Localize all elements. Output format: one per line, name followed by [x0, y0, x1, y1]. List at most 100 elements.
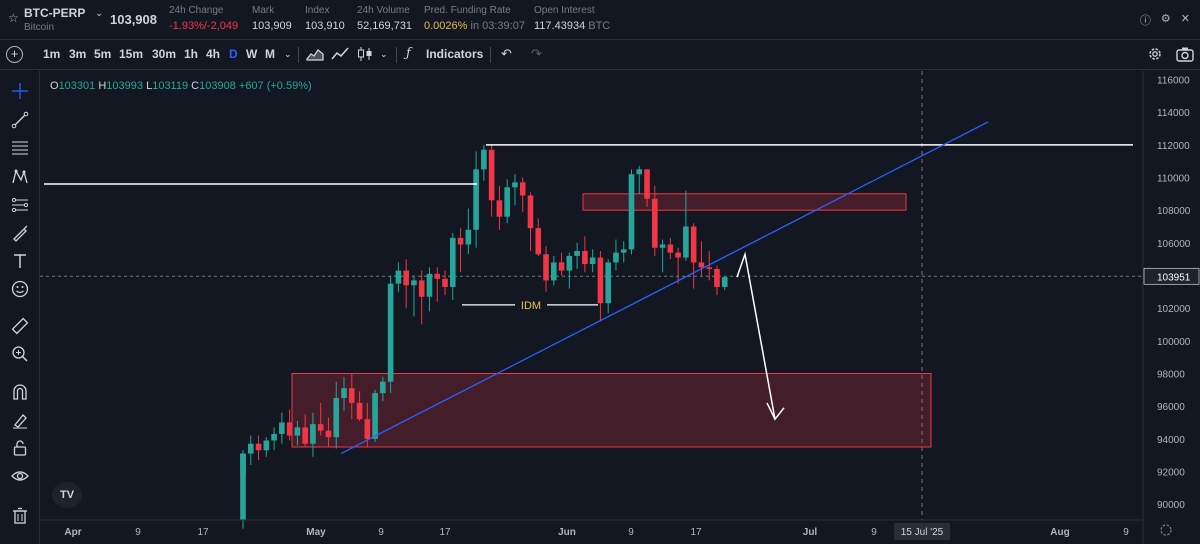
forecast-tool-icon[interactable]	[10, 195, 30, 215]
timeframe-1m-month[interactable]: M	[265, 47, 275, 61]
time-axis[interactable]: Apr 9 17 May 9 17 Jun 9 17 Jul 9 15 Jul '25 Aug 9	[40, 519, 1172, 540]
chevron-down-icon[interactable]: ⌄	[284, 49, 292, 59]
hide-drawings-eye-icon[interactable]	[10, 466, 30, 486]
close-icon[interactable]: ✕	[1180, 13, 1190, 25]
redo-icon[interactable]: ↷	[531, 46, 542, 61]
plot-background	[40, 71, 1143, 520]
timeframe-5m[interactable]: 5m	[94, 47, 112, 61]
current-price-badge	[1143, 267, 1200, 285]
lock-icon[interactable]	[10, 438, 30, 458]
candle-up	[721, 277, 728, 287]
demand-zone-rectangle[interactable]	[291, 372, 932, 448]
settings-icon[interactable]: ⚙	[1160, 13, 1171, 25]
brush-icon[interactable]	[10, 223, 30, 243]
candle-down	[652, 198, 658, 248]
emoji-icon[interactable]	[10, 279, 30, 299]
time-tick-label: 17	[690, 527, 702, 538]
candle-down	[442, 278, 448, 287]
candle-up	[574, 250, 580, 256]
chart-toolbar: + 1m 3m 5m 15m 30m 1h 4h D W M ⌄ ⌄ ƒ Ind…	[0, 40, 1200, 70]
candle-up	[659, 244, 666, 248]
price-tick-label: 90000	[1157, 500, 1185, 511]
chart-drawings[interactable]: IDM	[44, 121, 1133, 455]
candle-up	[683, 226, 689, 258]
candle-up	[310, 424, 316, 444]
price-tick-label: 114000	[1157, 108, 1190, 119]
timeframe-30m[interactable]: 30m	[152, 47, 177, 61]
time-tick-label: 17	[197, 527, 209, 538]
candle-up	[279, 422, 285, 434]
open-value: 103301	[58, 80, 96, 92]
timeframe-3m[interactable]: 3m	[69, 47, 87, 61]
projection-path[interactable]	[736, 251, 776, 420]
fib-retracement-icon[interactable]	[10, 138, 30, 158]
candle-down	[418, 280, 425, 297]
symbol-selector[interactable]: BTC-PERP ⌄ Bitcoin	[24, 6, 103, 33]
crosshair-icon[interactable]	[10, 81, 30, 101]
candle-up	[551, 262, 557, 281]
candle-up	[613, 252, 619, 263]
info-icon[interactable]: ⓘ	[1139, 15, 1151, 27]
timeframe-15m[interactable]: 15m	[119, 47, 144, 61]
candlestick-chart-type-icon[interactable]	[356, 46, 374, 65]
line-chart-type-icon[interactable]	[331, 46, 349, 65]
stay-in-drawing-mode-icon[interactable]	[10, 410, 30, 430]
candle-down	[364, 419, 371, 439]
stat-label: Index	[305, 5, 330, 16]
timeframe-1w[interactable]: W	[246, 47, 258, 61]
candle-up	[240, 453, 246, 520]
screenshot-camera-icon[interactable]	[1176, 46, 1194, 65]
indicators-button[interactable]: Indicators	[426, 47, 484, 61]
text-tool-icon[interactable]	[10, 251, 30, 271]
close-value: 103908	[199, 80, 236, 92]
stat-value: 103,909	[252, 20, 292, 32]
candle-down	[558, 262, 565, 271]
candle-up	[481, 149, 487, 170]
stat-value: 0.0026%	[424, 20, 468, 32]
trend-line-icon[interactable]	[10, 110, 30, 130]
trash-icon[interactable]	[10, 506, 30, 526]
stat-index: Index 103,910	[305, 5, 345, 32]
axis-settings-icon[interactable]	[1160, 524, 1172, 536]
candlestick-series	[240, 144, 728, 529]
timeframe-1d[interactable]: D	[229, 47, 238, 61]
candle-up	[294, 427, 301, 436]
candle-down	[698, 262, 705, 268]
timeframe-1m[interactable]: 1m	[43, 47, 61, 61]
tradingview-logo[interactable]: TV	[52, 482, 82, 508]
projection-arrowhead[interactable]	[766, 402, 785, 421]
favorite-star-icon[interactable]: ☆	[8, 11, 19, 25]
ruler-measure-icon[interactable]	[10, 316, 30, 336]
zoom-in-icon[interactable]	[10, 344, 30, 364]
price-tick-label: 92000	[1157, 467, 1185, 478]
drawing-toolbar	[0, 71, 40, 544]
timeframe-1h[interactable]: 1h	[184, 47, 199, 61]
ascending-trend-line[interactable]	[340, 121, 989, 455]
magnet-icon[interactable]	[10, 382, 30, 402]
area-chart-type-icon[interactable]	[306, 46, 324, 65]
time-tick-label: Jul	[803, 527, 818, 538]
time-tick-label: Apr	[64, 527, 81, 538]
candle-down	[356, 402, 363, 420]
chevron-down-icon[interactable]: ⌄	[380, 49, 388, 59]
undo-icon[interactable]: ↶	[501, 46, 512, 61]
pattern-tool-icon[interactable]	[10, 167, 30, 187]
time-tick-label: 9	[628, 527, 634, 538]
price-tick-label: 106000	[1157, 239, 1191, 250]
add-symbol-button[interactable]: +	[6, 46, 23, 63]
stat-open-interest: Open Interest 117.43934 BTC	[534, 5, 610, 32]
price-axis[interactable]: 1160001140001120001100001080001060001040…	[1142, 71, 1200, 544]
open-label: O	[50, 80, 59, 92]
candle-down	[543, 254, 549, 281]
time-tick-label: 9	[1123, 527, 1129, 538]
candle-down	[348, 388, 355, 403]
time-tick-label: 17	[439, 527, 451, 538]
timeframe-4h[interactable]: 4h	[206, 47, 221, 61]
indicators-fx-icon[interactable]: ƒ	[406, 46, 411, 61]
chart-settings-icon[interactable]	[1147, 46, 1163, 65]
candle-up	[426, 273, 433, 297]
candle-down	[644, 169, 650, 199]
candle-down	[519, 182, 526, 196]
change-value: +607 (+0.59%)	[238, 80, 312, 92]
